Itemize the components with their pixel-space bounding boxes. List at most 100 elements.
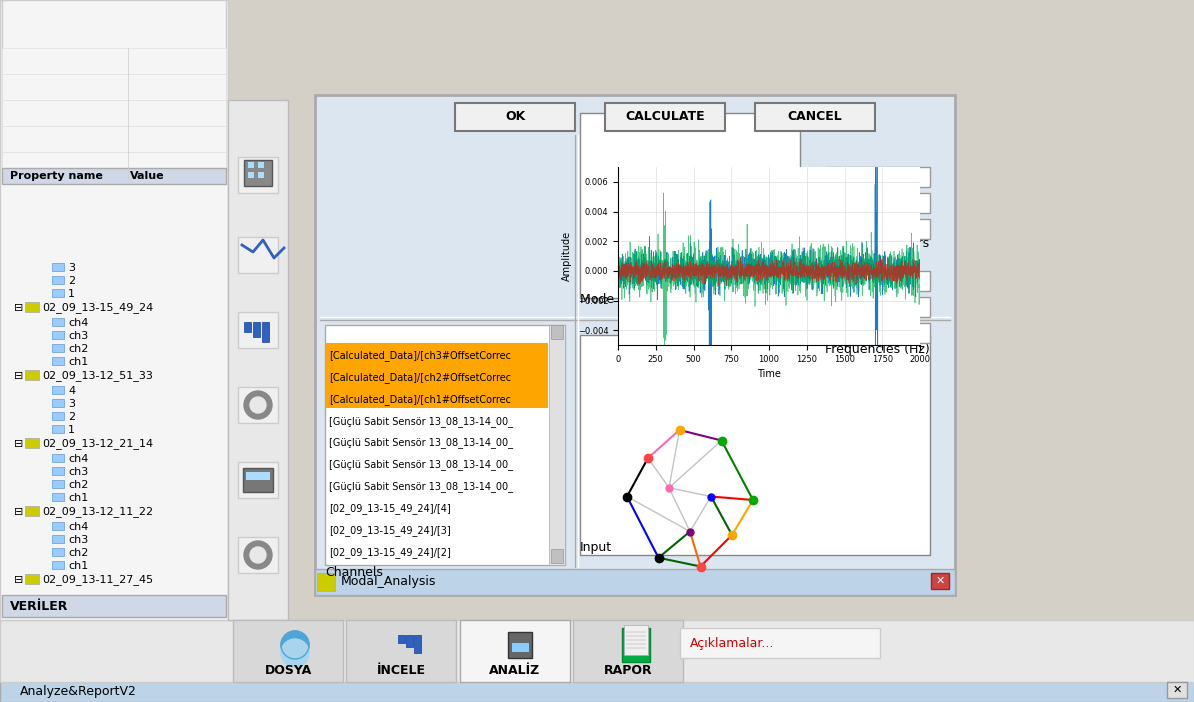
Bar (238, 387, 278, 423)
Bar (25, 370, 39, 380)
Bar (253, 322, 260, 337)
Text: 10.2: 10.2 (831, 300, 858, 314)
Bar (238, 462, 278, 498)
Text: 24: 24 (831, 274, 847, 288)
Text: [Güçlü Sabit Sensör 13_08_13-14_00_: [Güçlü Sabit Sensör 13_08_13-14_00_ (330, 416, 513, 427)
Text: [Güçlü Sabit Sensör 13_08_13-14_00_: [Güçlü Sabit Sensör 13_08_13-14_00_ (330, 459, 513, 470)
Text: OK: OK (505, 110, 525, 124)
Text: ch2: ch2 (68, 480, 88, 490)
Bar (2, 74, 226, 100)
Text: İNCELE: İNCELE (376, 663, 425, 677)
Bar (2, 48, 226, 74)
Bar (244, 468, 273, 492)
Text: ch3: ch3 (68, 467, 88, 477)
Bar (825, 271, 930, 291)
Bar (398, 635, 405, 643)
Bar (53, 467, 64, 475)
Text: [02_09_13-15_49_24]/[4]: [02_09_13-15_49_24]/[4] (330, 503, 451, 514)
Bar (750, 292, 778, 308)
Text: VERİLER: VERİLER (10, 600, 68, 613)
Bar (53, 561, 64, 569)
Bar (825, 323, 930, 343)
Bar (25, 438, 39, 448)
Text: 0: 0 (761, 295, 768, 305)
Text: 02_09_13-12_51_33: 02_09_13-12_51_33 (42, 371, 153, 381)
Bar (53, 454, 64, 462)
Text: ANALİZ: ANALİZ (490, 663, 541, 677)
Text: ⊟: ⊟ (14, 439, 24, 449)
Bar (622, 628, 650, 662)
Bar (2, 152, 226, 178)
Text: 2: 2 (68, 412, 75, 422)
Bar (238, 537, 278, 573)
Bar (315, 95, 955, 595)
Bar (626, 635, 646, 637)
Text: [Calculated_Data]/[ch1#OffsetCorrec: [Calculated_Data]/[ch1#OffsetCorrec (330, 394, 511, 405)
Bar (53, 318, 64, 326)
Text: ⊟: ⊟ (14, 575, 24, 585)
Text: 4: 4 (68, 386, 75, 396)
Text: ⊟: ⊟ (14, 303, 24, 313)
Bar (573, 620, 683, 682)
Text: 02_09_13-12_11_22: 02_09_13-12_11_22 (42, 507, 153, 517)
Bar (825, 167, 930, 187)
Bar (414, 635, 421, 653)
Text: 02_09_13-15_49_24: 02_09_13-15_49_24 (42, 303, 153, 314)
Bar (53, 276, 64, 284)
Text: ch3: ch3 (68, 331, 88, 341)
Bar (626, 639, 646, 641)
Bar (460, 620, 570, 682)
Bar (0, 0, 228, 620)
Bar (825, 193, 930, 213)
Text: 2: 2 (68, 276, 75, 286)
Bar (316, 573, 336, 591)
Bar (825, 219, 930, 239)
Bar (53, 480, 64, 488)
Bar (53, 412, 64, 420)
Bar (258, 172, 264, 178)
Bar (53, 386, 64, 394)
Bar (2, 595, 226, 617)
Text: ch2: ch2 (68, 548, 88, 558)
Text: ✕: ✕ (1173, 685, 1182, 695)
Bar (755, 103, 875, 131)
Bar (626, 647, 646, 649)
Text: [Güçlü Sabit Sensör 13_08_13-14_00_: [Güçlü Sabit Sensör 13_08_13-14_00_ (330, 437, 513, 449)
Bar (550, 325, 564, 339)
Bar (53, 522, 64, 530)
Bar (315, 569, 955, 595)
Circle shape (244, 391, 272, 419)
Bar (53, 331, 64, 339)
Bar (53, 399, 64, 407)
Bar (931, 573, 949, 589)
Text: CANCEL: CANCEL (788, 110, 843, 124)
Text: Property name: Property name (10, 171, 103, 181)
Circle shape (250, 397, 266, 413)
Bar (805, 193, 833, 209)
Text: Channels: Channels (325, 567, 383, 579)
Bar (0, 680, 1194, 702)
Text: Damping factors: Damping factors (825, 237, 929, 249)
Text: Frequencies (Hz): Frequencies (Hz) (825, 343, 930, 357)
Bar (244, 160, 272, 186)
Text: Mode index (0-2): Mode index (0-2) (580, 293, 687, 307)
Text: 1: 1 (68, 289, 75, 299)
Bar (53, 425, 64, 433)
Bar (53, 263, 64, 271)
Text: ✕: ✕ (935, 576, 944, 586)
Text: 3: 3 (68, 263, 75, 273)
Bar (326, 364, 548, 387)
Text: DOSYA: DOSYA (264, 663, 312, 677)
Bar (580, 335, 930, 555)
Circle shape (281, 639, 309, 667)
Circle shape (281, 631, 309, 659)
Bar (25, 574, 39, 584)
Text: 2.9: 2.9 (831, 326, 851, 340)
Text: ch4: ch4 (68, 522, 88, 532)
Bar (580, 113, 800, 298)
Bar (238, 157, 278, 193)
Bar (549, 325, 565, 565)
Bar (550, 549, 564, 563)
Bar (2, 168, 226, 184)
Text: CALCULATE: CALCULATE (626, 110, 704, 124)
